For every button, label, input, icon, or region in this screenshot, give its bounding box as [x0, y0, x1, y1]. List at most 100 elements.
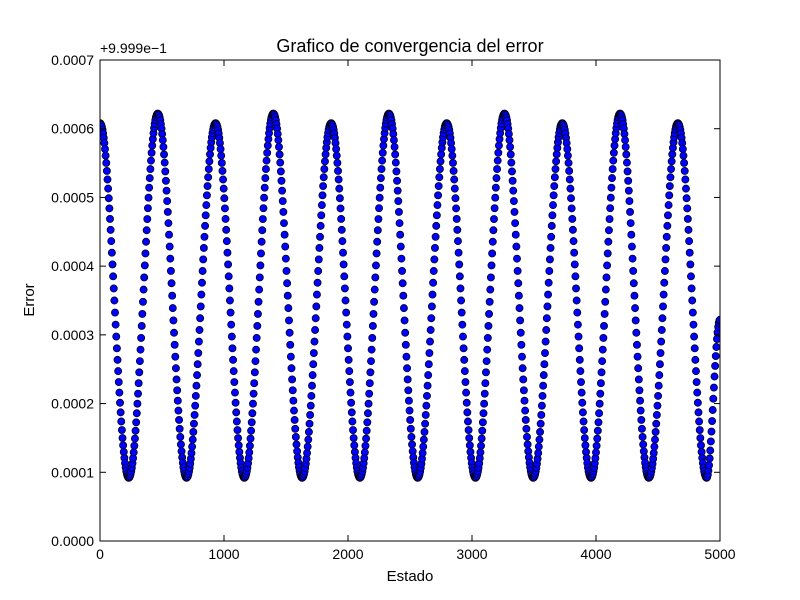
data-point-sample [280, 230, 289, 239]
data-point-sample [175, 424, 184, 433]
data-point-sample [173, 396, 182, 405]
data-point-sample [427, 314, 436, 323]
data-point-sample [537, 401, 546, 410]
data-point-sample [255, 273, 264, 282]
data-point-sample [191, 401, 200, 410]
data-point-sample [332, 145, 341, 153]
data-point-sample [651, 428, 660, 436]
data-point-sample [632, 328, 641, 337]
data-point-sample [459, 332, 467, 341]
data-point-sample [604, 226, 613, 235]
data-point-sample [376, 183, 385, 192]
data-point-sample [342, 320, 351, 329]
data-point-sample [563, 151, 572, 160]
data-point-sample [400, 316, 409, 325]
data-point-sample [547, 232, 556, 241]
data-point-sample [107, 248, 116, 257]
data-point-sample [404, 386, 413, 395]
data-point-sample [229, 367, 238, 376]
data-point-sample [450, 184, 459, 193]
data-point-sample [141, 249, 150, 258]
data-point-sample [460, 367, 469, 376]
data-point-sample [705, 461, 713, 470]
data-point-sample [366, 368, 375, 377]
data-point-sample [307, 391, 316, 400]
data-point-sample [340, 284, 349, 293]
data-point-sample [130, 434, 139, 443]
data-point-sample [145, 174, 154, 183]
data-point-sample [679, 151, 688, 160]
data-point-sample [685, 248, 694, 257]
data-point-sample [219, 175, 228, 184]
data-point-sample [281, 254, 290, 263]
data-point-sample [220, 194, 229, 203]
data-point-sample [572, 284, 580, 293]
data-point-sample [142, 237, 150, 246]
data-point-sample [455, 272, 464, 281]
data-point-sample [162, 186, 171, 195]
data-point-sample [482, 357, 491, 366]
data-point-sample [319, 173, 328, 182]
data-point-sample [516, 316, 525, 325]
data-point-sample [541, 349, 549, 357]
data-point-sample [139, 285, 148, 294]
data-point-sample [710, 372, 719, 381]
data-point-sample [311, 314, 320, 323]
data-point-sample [431, 232, 440, 241]
data-point-sample [170, 340, 179, 349]
data-point-sample [375, 204, 383, 213]
y-tick-label: 0.0002 [51, 396, 94, 412]
data-point-sample [608, 174, 616, 183]
data-point-sample [433, 201, 442, 210]
data-point-sample [291, 432, 300, 441]
data-point-sample [259, 204, 268, 213]
data-point-sample [261, 165, 270, 174]
data-point-sample [117, 426, 126, 435]
data-point-sample [101, 151, 110, 160]
data-point-sample [539, 371, 548, 380]
data-point-sample [420, 428, 429, 436]
data-point-sample [287, 364, 296, 373]
data-point-sample [535, 435, 544, 444]
data-point-sample [600, 309, 609, 318]
data-point-sample [224, 260, 233, 269]
data-point-sample [247, 418, 256, 427]
data-point-sample [435, 173, 444, 182]
data-point-sample [609, 156, 618, 165]
data-point-sample [161, 176, 170, 185]
data-point-sample [545, 267, 554, 275]
data-point-sample [229, 355, 238, 364]
data-point-sample [552, 157, 561, 166]
data-point-sample [449, 159, 457, 167]
data-point-sample [568, 225, 577, 234]
data-point-sample [625, 197, 634, 206]
data-point-sample [522, 424, 531, 433]
data-point-sample [232, 417, 241, 426]
data-point-sample [373, 226, 382, 235]
data-point-sample [572, 296, 581, 305]
data-point-sample [198, 278, 206, 287]
data-point-sample [513, 266, 522, 275]
data-point-sample [664, 201, 673, 210]
data-point-sample [637, 416, 646, 424]
data-point-sample [692, 378, 701, 387]
data-point-sample [220, 204, 229, 213]
data-point-sample [429, 278, 438, 287]
data-point-sample [216, 145, 225, 153]
data-point-sample [378, 156, 387, 165]
data-point-sample [695, 426, 704, 435]
data-point-sample [607, 183, 616, 192]
data-point-sample [316, 232, 324, 241]
y-axis-title: Error [21, 283, 38, 316]
data-point-sample [397, 254, 406, 263]
data-point-sample [687, 272, 695, 281]
data-point-sample [261, 174, 270, 183]
data-point-sample [218, 166, 227, 175]
data-point-sample [542, 326, 551, 334]
data-point-sample [223, 248, 232, 257]
data-point-sample [365, 389, 374, 398]
data-point-sample [520, 396, 529, 405]
data-point-sample [372, 261, 380, 270]
data-point-sample [134, 389, 142, 398]
data-point-sample [682, 194, 691, 203]
